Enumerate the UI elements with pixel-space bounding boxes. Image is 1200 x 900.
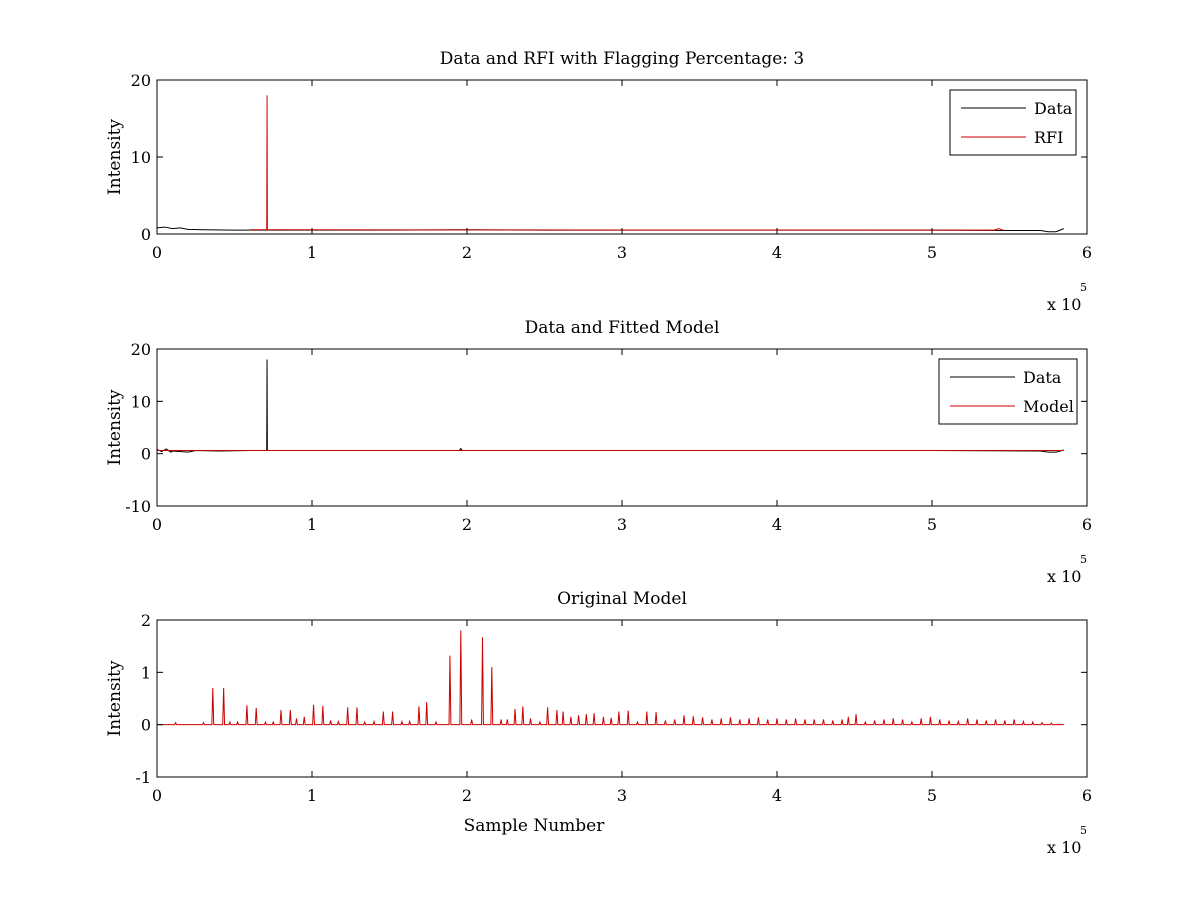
legend: Data Model: [938, 358, 1078, 425]
y-axis-label: Intensity: [105, 660, 125, 736]
x-tick-label: 2: [462, 786, 472, 805]
x-tick-label: 2: [462, 243, 472, 262]
legend-label-model: Model: [1023, 397, 1074, 416]
x-multiplier-exponent: 5: [1080, 824, 1087, 837]
x-tick-label: 5: [927, 243, 937, 262]
x-multiplier-base: x 10: [1047, 838, 1081, 857]
series-line-rfi: [250, 95, 1004, 231]
x-tick-label: 6: [1082, 243, 1092, 262]
x-tick-label: 5: [927, 786, 937, 805]
x-tick-label: 1: [307, 515, 317, 534]
legend-box: [949, 89, 1077, 156]
x-tick-label: 1: [307, 243, 317, 262]
y-tick-label: 0: [141, 716, 151, 735]
y-tick-label: 1: [141, 663, 151, 682]
y-tick-label: 20: [131, 71, 151, 90]
x-tick-label: 3: [617, 786, 627, 805]
series-line-model: [157, 630, 1064, 726]
x-tick-label: 3: [617, 515, 627, 534]
y-axis-label: Intensity: [105, 389, 125, 465]
plot-area: [156, 79, 1088, 235]
x-tick-label: 0: [152, 786, 162, 805]
x-multiplier-base: x 10: [1047, 295, 1081, 314]
y-tick-label: 10: [131, 148, 151, 167]
x-multiplier-base: x 10: [1047, 567, 1081, 586]
y-axis-label: Intensity: [105, 119, 125, 195]
chart-title: Data and RFI with Flagging Percentage: 3: [440, 49, 804, 69]
legend-label-rfi: RFI: [1034, 128, 1063, 147]
x-tick-label: 2: [462, 515, 472, 534]
x-tick-label: 6: [1082, 515, 1092, 534]
x-axis-label: Sample Number: [464, 816, 606, 836]
y-tick-label: 0: [141, 445, 151, 464]
legend: Data RFI: [949, 89, 1077, 156]
chart-title: Original Model: [557, 589, 687, 609]
x-multiplier-exponent: 5: [1080, 281, 1087, 294]
legend-label-data: Data: [1034, 99, 1073, 118]
x-tick-label: 4: [772, 243, 782, 262]
plot-area: [156, 619, 1088, 778]
x-multiplier-exponent: 5: [1080, 553, 1087, 566]
x-tick-label: 6: [1082, 786, 1092, 805]
legend-label-data: Data: [1023, 368, 1062, 387]
y-tick-label: 0: [141, 225, 151, 244]
x-tick-label: 4: [772, 515, 782, 534]
y-tick-label: 20: [131, 340, 151, 359]
y-tick-label: -10: [125, 497, 151, 516]
x-tick-label: 3: [617, 243, 627, 262]
y-tick-label: -1: [135, 768, 151, 787]
legend-box: [938, 358, 1078, 425]
x-tick-label: 4: [772, 786, 782, 805]
y-tick-label: 10: [131, 392, 151, 411]
plot-area: [156, 348, 1088, 507]
x-tick-label: 0: [152, 515, 162, 534]
x-tick-label: 1: [307, 786, 317, 805]
x-tick-label: 5: [927, 515, 937, 534]
chart-title: Data and Fitted Model: [525, 318, 720, 338]
x-tick-label: 0: [152, 243, 162, 262]
y-tick-label: 2: [141, 611, 151, 630]
